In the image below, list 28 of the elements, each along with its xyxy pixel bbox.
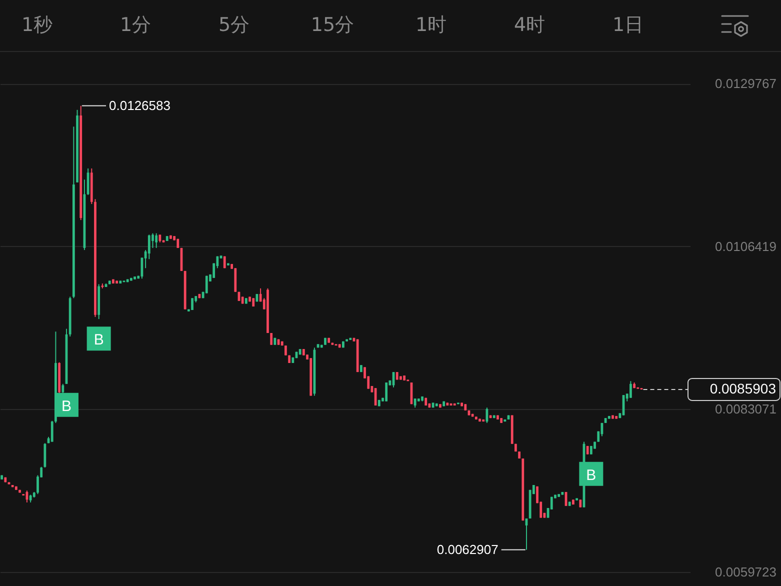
- text: 1分: [118, 13, 152, 38]
- data-label: B: [586, 466, 596, 484]
- candlestick: [205, 275, 208, 294]
- candlestick: [630, 380, 632, 398]
- text: 1秒: [20, 13, 54, 38]
- text: 1时: [414, 13, 448, 38]
- candlestick: [284, 345, 287, 356]
- y-tick-label: 0.0106419: [715, 238, 776, 254]
- text: 5分: [217, 13, 251, 38]
- y-tick-label: 0.0059723: [715, 564, 776, 580]
- candlestick: [155, 232, 158, 248]
- text: 1日: [611, 13, 645, 38]
- candlestick: [385, 382, 388, 402]
- text: 15分: [310, 13, 356, 38]
- candlestick: [148, 234, 150, 260]
- candlestick: [270, 332, 273, 346]
- candlestick: [414, 398, 416, 408]
- y-tick-label: 0.0083071: [715, 402, 776, 417]
- candlestick: [234, 268, 237, 292]
- annotation: 0.0126583: [109, 98, 170, 113]
- text: 4时: [512, 13, 546, 38]
- candlestick: [44, 442, 46, 468]
- ref-line-label: 0.0085903: [710, 380, 776, 396]
- y-tick-label: 0.0129767: [715, 76, 776, 92]
- annotation: 0.0062907: [436, 542, 498, 557]
- candlestick: [191, 298, 194, 310]
- data-label: B: [61, 398, 72, 415]
- data-label: B: [94, 332, 104, 349]
